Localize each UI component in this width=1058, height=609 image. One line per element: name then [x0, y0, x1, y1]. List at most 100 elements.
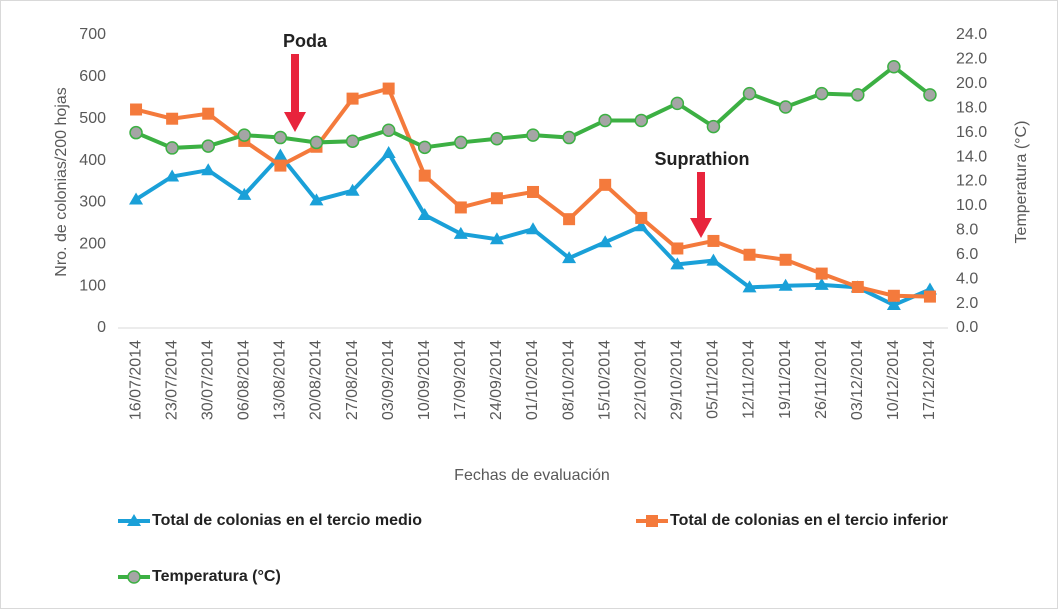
- marker: [273, 148, 288, 161]
- marker: [670, 96, 685, 111]
- marker: [598, 113, 612, 128]
- marker: [453, 226, 468, 239]
- annotation: Poda: [283, 31, 328, 51]
- marker: [381, 123, 396, 137]
- marker: [417, 207, 432, 220]
- y2-tick-label: 4.0: [956, 270, 978, 287]
- marker: [417, 140, 432, 155]
- marker: [418, 169, 431, 182]
- legend-marker: [127, 514, 141, 526]
- y-tick-label: 500: [79, 110, 106, 127]
- x-tick-label: 29/10/2014: [669, 340, 686, 420]
- marker: [851, 88, 865, 102]
- marker: [743, 248, 756, 261]
- legend-label: Temperatura (°C): [152, 568, 281, 585]
- y2-tick-label: 24.0: [956, 26, 987, 43]
- x-tick-label: 10/12/2014: [885, 340, 902, 420]
- arrow: [690, 172, 712, 238]
- y-axis-title: Nro. de colonias/200 hojas: [53, 87, 70, 276]
- legend-marker: [127, 570, 141, 584]
- marker: [598, 235, 613, 248]
- marker: [815, 267, 828, 280]
- x-tick-label: 24/09/2014: [488, 340, 505, 420]
- marker: [526, 222, 540, 235]
- x-tick-label: 03/12/2014: [849, 340, 866, 420]
- marker: [706, 253, 721, 266]
- legend-item: Total de colonias en el tercio medio: [118, 512, 422, 529]
- x-tick-label: 30/07/2014: [199, 340, 216, 420]
- x-tick-label: 26/11/2014: [813, 340, 830, 419]
- y-tick-label: 700: [79, 26, 106, 43]
- marker: [130, 103, 143, 116]
- annotation: Suprathion: [655, 149, 750, 169]
- marker: [778, 278, 793, 291]
- y2-tick-label: 14.0: [956, 148, 987, 165]
- x-tick-label: 13/08/2014: [272, 340, 289, 420]
- x-tick-label: 22/10/2014: [632, 340, 649, 420]
- marker: [274, 159, 287, 172]
- marker: [742, 86, 757, 101]
- marker: [670, 257, 685, 270]
- y2-tick-label: 16.0: [956, 124, 987, 141]
- x-tick-label: 01/10/2014: [524, 340, 541, 420]
- marker: [129, 192, 144, 205]
- x-tick-label: 06/08/2014: [236, 340, 253, 420]
- marker: [814, 86, 829, 101]
- x-tick-label: 12/11/2014: [741, 340, 758, 419]
- x-tick-label: 17/12/2014: [921, 340, 938, 420]
- marker: [707, 234, 720, 247]
- marker: [382, 82, 395, 95]
- x-tick-label: 03/09/2014: [380, 340, 397, 420]
- y-tick-label: 0: [97, 319, 106, 336]
- marker: [202, 107, 215, 120]
- y2-tick-label: 6.0: [956, 246, 978, 263]
- marker: [454, 135, 468, 150]
- marker: [599, 178, 612, 191]
- y-tick-label: 600: [79, 68, 106, 85]
- marker: [886, 297, 901, 310]
- marker: [237, 128, 252, 142]
- x-tick-label: 08/10/2014: [560, 340, 577, 420]
- marker: [381, 146, 396, 159]
- marker: [634, 219, 649, 232]
- marker: [309, 135, 324, 150]
- marker: [851, 280, 864, 293]
- marker: [779, 253, 792, 266]
- marker: [562, 251, 577, 264]
- marker: [563, 213, 576, 226]
- marker: [346, 92, 359, 105]
- y2-tick-label: 10.0: [956, 197, 987, 214]
- marker: [526, 128, 540, 142]
- x-tick-label: 27/08/2014: [344, 340, 361, 420]
- marker: [490, 132, 504, 146]
- marker: [635, 211, 648, 224]
- marker: [201, 139, 215, 153]
- x-axis-title: Fechas de evaluación: [454, 467, 610, 484]
- x-tick-label: 19/11/2014: [777, 340, 794, 419]
- legend-item: Temperatura (°C): [118, 568, 281, 585]
- marker: [527, 185, 539, 198]
- marker: [345, 183, 360, 196]
- x-tick-label: 05/11/2014: [705, 340, 722, 419]
- x-tick-label: 17/09/2014: [452, 340, 469, 420]
- y2-tick-label: 8.0: [956, 222, 978, 239]
- legend-marker: [646, 515, 658, 527]
- x-tick-label: 10/09/2014: [416, 340, 433, 420]
- marker: [165, 169, 180, 182]
- legend-label: Total de colonias en el tercio medio: [152, 512, 422, 529]
- marker: [706, 119, 721, 134]
- marker: [634, 113, 649, 128]
- marker: [562, 130, 576, 145]
- y2-axis-title: Temperatura (°C): [1013, 121, 1030, 244]
- marker: [887, 59, 901, 74]
- marker: [454, 201, 467, 214]
- marker: [166, 112, 179, 125]
- marker: [814, 277, 829, 290]
- legend-label: Total de colonias en el tercio inferior: [670, 512, 948, 529]
- y-tick-label: 200: [79, 236, 106, 253]
- marker: [309, 193, 324, 206]
- legend-item: Total de colonias en el tercio inferior: [636, 512, 948, 529]
- y2-tick-label: 18.0: [956, 99, 987, 116]
